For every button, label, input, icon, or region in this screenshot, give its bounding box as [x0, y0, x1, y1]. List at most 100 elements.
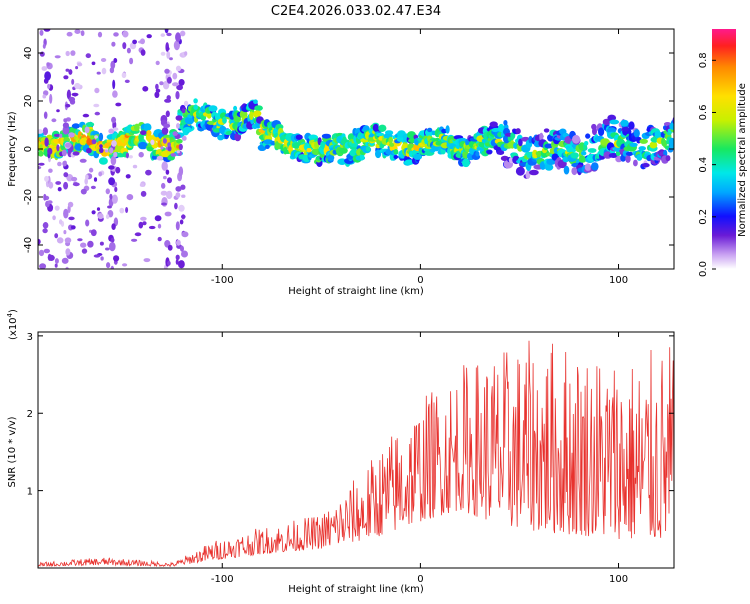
spectrogram-cell: [157, 223, 162, 229]
spectrogram-cell: [132, 39, 138, 45]
spectrogram-cell: [56, 237, 64, 244]
spectrogram-cell: [81, 248, 88, 254]
spectrogram-cell: [68, 132, 75, 138]
spectrogram-cell: [193, 98, 198, 104]
spectrogram-cell: [98, 171, 103, 177]
spectrogram-cell: [654, 130, 661, 139]
spectrogram-y-axis-label: Frequency (Hz): [7, 111, 18, 187]
spectrogram-cell: [515, 166, 525, 176]
spectrogram-cell: [63, 208, 69, 219]
spectrogram-cell: [80, 188, 87, 195]
spectrogram-cell: [42, 43, 46, 49]
spectrogram-cell: [71, 176, 78, 182]
spectrogram-cell: [584, 141, 589, 146]
spectrogram-cell: [109, 147, 114, 154]
x-tick-label: 0: [417, 275, 423, 286]
spectrogram-cell: [306, 147, 312, 153]
spectrogram-cell: [113, 151, 118, 158]
spectrogram-cell: [139, 183, 145, 187]
spectrogram-cell: [486, 150, 493, 155]
spectrogram-cell: [140, 49, 146, 56]
spectrogram-cell: [70, 225, 76, 230]
spectrogram-cell: [100, 256, 104, 261]
spectrogram-cell: [86, 147, 92, 154]
spectrogram-cell: [65, 266, 69, 269]
spectrogram-cell: [108, 165, 115, 170]
spectrogram-cell: [145, 169, 152, 176]
spectrogram-cell: [47, 254, 55, 261]
spectrogram-cell: [85, 122, 95, 127]
spectrogram-cell: [68, 69, 73, 75]
spectrogram-cell: [43, 193, 47, 201]
spectrogram-cell: [71, 92, 79, 97]
spectrogram-cell: [131, 238, 138, 242]
spectrogram-cell: [113, 32, 119, 37]
spectrogram-cell: [143, 123, 152, 132]
spectrogram-cell: [166, 95, 171, 101]
spectrogram-cell: [140, 130, 147, 136]
spectrogram-cell: [497, 150, 505, 155]
spectrogram-cell: [161, 202, 167, 206]
spectrogram-cell: [587, 148, 597, 153]
spectrogram-cell: [71, 78, 75, 85]
spectrogram-cell: [148, 225, 156, 230]
spectrogram-cell: [114, 186, 118, 193]
spectrogram-cell: [609, 119, 620, 125]
spectrogram-cell: [222, 116, 227, 124]
spectrogram-cell: [59, 133, 63, 138]
spectrogram-x-axis-label: Height of straight line (km): [288, 286, 424, 297]
spectrogram-cell: [161, 182, 166, 189]
spectrogram-cell: [93, 103, 100, 108]
spectrogram-cell: [181, 231, 189, 238]
spectrogram-cell: [80, 30, 85, 37]
spectrogram-cell: [607, 114, 617, 122]
spectrogram-cell: [126, 47, 131, 54]
spectrogram-cell: [500, 155, 509, 161]
spectrogram-panel: -100 0 100 -40 -20 0 20 40 Height of straight …: [7, 28, 675, 297]
spectrogram-cell: [161, 161, 168, 171]
spectrogram-cell: [109, 241, 116, 252]
spectrogram-cell: [99, 241, 104, 246]
spectrogram-cell: [68, 216, 75, 221]
spectrogram-cell: [54, 55, 61, 59]
spectrogram-cell: [162, 138, 167, 144]
spectrogram-cell: [112, 90, 118, 98]
spectrogram-cell: [633, 129, 640, 138]
spectrogram-cell: [134, 123, 140, 132]
spectrogram-cell: [181, 108, 186, 114]
spectrogram-cell: [122, 30, 129, 38]
spectrogram-cell: [106, 262, 111, 269]
spectrogram-cell: [109, 193, 113, 200]
spectrogram-cell: [175, 32, 181, 42]
spectrogram-cell: [56, 109, 60, 113]
y-tick-label: 40: [23, 47, 34, 60]
colorbar-ticks: 0.0 0.2 0.4 0.6 0.8: [698, 52, 716, 277]
spectrogram-cell: [175, 221, 180, 231]
spectrogram-cell: [110, 60, 116, 70]
spectrogram-cell: [113, 255, 120, 262]
spectrogram-cell: [663, 122, 672, 126]
snr-frame: [37, 331, 675, 569]
colorbar-tick-label: 0.4: [698, 157, 709, 173]
spectrogram-cell: [54, 258, 59, 264]
spectrogram-cell: [63, 230, 67, 235]
spectrogram-cell: [94, 87, 100, 94]
spectrogram-cell: [56, 144, 60, 152]
spectrogram-cell: [176, 239, 181, 246]
spectrogram-cell: [125, 152, 129, 159]
spectrogram-cell: [53, 133, 61, 137]
spectrogram-cell: [161, 127, 169, 135]
spectrogram-cell: [74, 29, 81, 34]
spectrogram-cell: [59, 219, 63, 225]
spectrogram-cell: [529, 169, 539, 176]
spectrogram-cell: [404, 159, 415, 165]
x-tick-label: 100: [609, 574, 628, 585]
spectrogram-cell: [628, 121, 635, 130]
spectrogram-cell: [319, 153, 326, 159]
y-tick-label: -40: [23, 237, 34, 253]
spectrogram-cell: [175, 254, 180, 260]
spectrogram-cell: [65, 248, 71, 256]
spectrogram-cell: [65, 68, 70, 72]
spectrogram-cell: [181, 194, 186, 198]
